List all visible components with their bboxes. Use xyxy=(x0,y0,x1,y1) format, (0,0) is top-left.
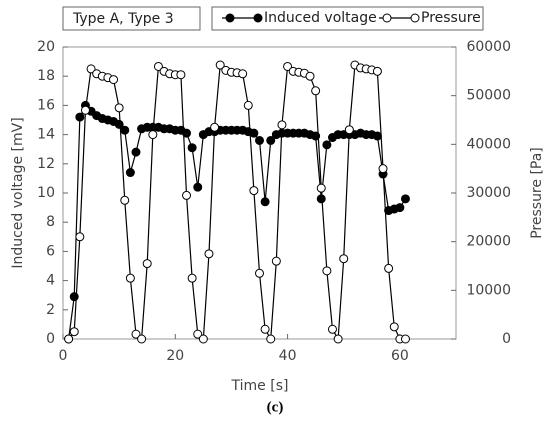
y2-tick-label: 0 xyxy=(502,331,511,347)
data-point xyxy=(311,86,321,96)
data-point xyxy=(255,135,264,145)
legend xyxy=(211,6,484,31)
data-point xyxy=(215,60,225,70)
y2-tick-label: 50000 xyxy=(466,88,511,104)
data-point xyxy=(316,183,326,193)
legend-label: Pressure xyxy=(421,10,481,26)
y2-tick-label: 20000 xyxy=(466,234,511,250)
data-point xyxy=(283,61,293,71)
data-point xyxy=(114,119,124,129)
data-point xyxy=(187,273,197,283)
data-point xyxy=(125,168,135,178)
data-point xyxy=(277,120,287,130)
data-point xyxy=(243,100,253,110)
data-point xyxy=(204,249,214,259)
data-point xyxy=(137,334,147,344)
legend-marker xyxy=(410,13,420,23)
data-point xyxy=(333,334,343,344)
legend-marker xyxy=(253,13,263,23)
data-point xyxy=(266,135,276,145)
data-point xyxy=(389,322,399,332)
plot-frame xyxy=(62,46,457,340)
data-point xyxy=(372,131,382,141)
y2-tick-label: 40000 xyxy=(466,136,511,152)
x-tick-label: 0 xyxy=(59,348,68,364)
y-tick-label: 14 xyxy=(37,127,55,143)
data-point xyxy=(120,195,130,205)
y-tick-label: 0 xyxy=(46,331,55,347)
y-tick-label: 8 xyxy=(46,214,55,230)
data-point xyxy=(75,112,85,122)
series-line xyxy=(68,104,406,340)
legend-label: Induced voltage xyxy=(264,10,377,26)
annotation: Type A, Type 3 xyxy=(72,11,174,27)
data-point xyxy=(114,103,124,113)
data-point xyxy=(125,273,135,283)
data-point xyxy=(400,334,410,344)
legend-marker xyxy=(225,13,235,23)
data-point xyxy=(153,61,163,71)
data-point xyxy=(131,329,141,339)
data-point xyxy=(400,194,410,204)
legend-marker xyxy=(382,13,392,23)
data-point xyxy=(322,140,332,150)
data-point xyxy=(395,203,405,213)
data-point xyxy=(249,128,259,138)
data-point xyxy=(210,122,220,132)
data-point xyxy=(193,329,203,339)
data-point xyxy=(249,186,259,196)
y2-axis-label: Pressure [Pa] xyxy=(529,147,545,239)
y-tick-label: 6 xyxy=(46,243,55,259)
data-point xyxy=(64,334,74,344)
data-point xyxy=(75,232,85,242)
data-point xyxy=(260,324,270,334)
data-point xyxy=(322,266,332,276)
data-point xyxy=(271,256,281,266)
y-tick-label: 12 xyxy=(37,156,55,172)
y-tick-label: 4 xyxy=(46,273,55,289)
data-point xyxy=(198,334,208,344)
y-tick-label: 2 xyxy=(46,302,55,318)
data-point xyxy=(255,268,264,278)
data-point xyxy=(372,66,382,76)
data-point xyxy=(260,197,270,207)
y2-tick-label: 10000 xyxy=(466,282,511,298)
data-point xyxy=(182,190,192,200)
data-point xyxy=(266,334,276,344)
data-point xyxy=(69,327,79,337)
data-point xyxy=(148,130,158,140)
y2-tick-label: 60000 xyxy=(466,39,511,55)
annotation-box xyxy=(62,6,201,31)
x-tick-label: 20 xyxy=(166,348,184,364)
data-point xyxy=(193,182,203,192)
data-point xyxy=(109,75,119,85)
data-point xyxy=(182,128,192,138)
y-tick-label: 10 xyxy=(37,185,55,201)
data-point xyxy=(344,125,354,135)
data-point xyxy=(384,263,394,273)
data-point xyxy=(238,69,248,79)
x-tick-label: 40 xyxy=(279,348,297,364)
x-axis-label: Time [s] xyxy=(231,378,289,394)
data-point xyxy=(187,143,197,153)
caption: (c) xyxy=(267,399,284,415)
data-point xyxy=(120,125,130,135)
data-point xyxy=(86,64,96,74)
data-point xyxy=(305,71,315,81)
x-tick-label: 60 xyxy=(391,348,409,364)
data-point xyxy=(142,259,152,269)
y2-tick-label: 30000 xyxy=(466,185,511,201)
data-point xyxy=(339,254,349,264)
data-point xyxy=(80,105,90,115)
y-axis-label: Induced voltage [mV] xyxy=(10,117,26,268)
y-tick-label: 20 xyxy=(37,39,55,55)
data-point xyxy=(378,164,388,174)
data-point xyxy=(327,324,337,334)
y-tick-label: 16 xyxy=(37,97,55,113)
data-point xyxy=(176,70,186,80)
y-tick-label: 18 xyxy=(37,68,55,84)
data-point xyxy=(131,147,141,157)
